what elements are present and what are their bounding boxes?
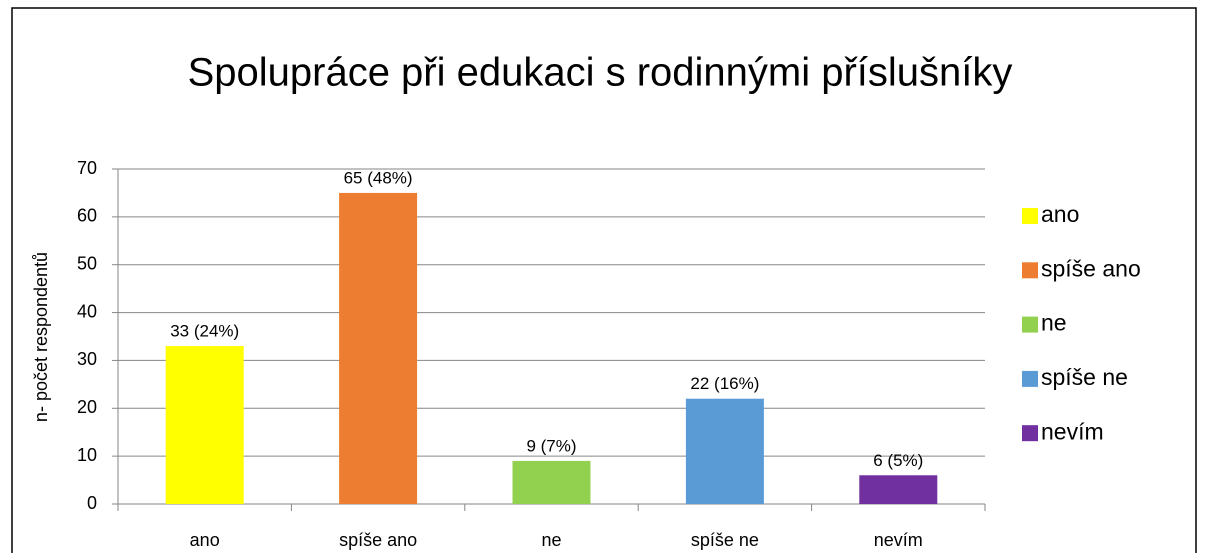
x-tick-label: spíše ano bbox=[339, 530, 417, 550]
legend-swatch bbox=[1022, 316, 1038, 333]
bar bbox=[165, 346, 244, 504]
bar bbox=[859, 475, 938, 504]
y-tick-label: 10 bbox=[77, 445, 97, 465]
data-label: 33 (24%) bbox=[170, 322, 239, 341]
legend-label: spíše ne bbox=[1041, 364, 1128, 390]
y-tick-label: 0 bbox=[87, 493, 97, 513]
legend-swatch bbox=[1022, 208, 1038, 224]
y-tick-label: 40 bbox=[77, 301, 97, 321]
x-tick-label: ano bbox=[190, 530, 220, 550]
y-tick-label: 50 bbox=[77, 253, 97, 273]
legend-swatch bbox=[1022, 425, 1038, 442]
y-axis-label: n- počet respondentů bbox=[31, 252, 51, 422]
legend-swatch bbox=[1022, 370, 1038, 387]
bar bbox=[685, 398, 764, 504]
x-tick-label: nevím bbox=[874, 530, 923, 550]
x-tick-label: spíše ne bbox=[691, 530, 759, 550]
bar bbox=[339, 192, 418, 504]
legend-label: ano bbox=[1041, 201, 1079, 227]
bar bbox=[512, 460, 591, 504]
legend-label: spíše ano bbox=[1041, 255, 1141, 281]
data-label: 22 (16%) bbox=[690, 374, 759, 393]
x-tick-label: ne bbox=[541, 530, 561, 550]
data-label: 65 (48%) bbox=[344, 168, 413, 187]
y-tick-label: 70 bbox=[77, 158, 97, 178]
y-tick-label: 60 bbox=[77, 206, 97, 226]
data-label: 6 (5%) bbox=[873, 451, 923, 470]
legend-label: nevím bbox=[1041, 418, 1104, 444]
y-tick-label: 30 bbox=[77, 349, 97, 369]
y-tick-label: 20 bbox=[77, 397, 97, 417]
legend-label: ne bbox=[1041, 310, 1067, 336]
chart-title: Spolupráce při edukaci s rodinnými přísl… bbox=[188, 51, 1013, 95]
legend-swatch bbox=[1022, 262, 1038, 279]
data-label: 9 (7%) bbox=[526, 436, 576, 455]
